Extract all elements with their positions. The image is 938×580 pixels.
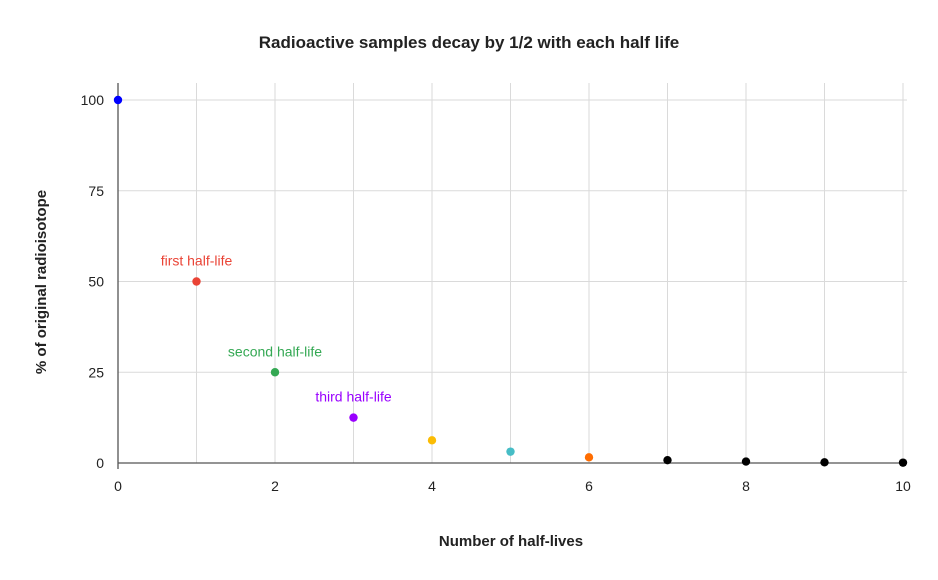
y-tick-label: 75: [88, 183, 104, 199]
data-point: [820, 458, 829, 467]
x-tick-label: 8: [742, 478, 750, 494]
y-axis-title: % of original radioisotope: [33, 190, 50, 374]
data-points: [113, 95, 908, 467]
y-tick-label: 0: [96, 455, 104, 471]
data-point: [113, 95, 123, 105]
data-point: [741, 457, 751, 466]
annotation-label: first half-life: [161, 253, 233, 269]
y-tick-label: 25: [88, 364, 104, 380]
data-point: [349, 413, 358, 422]
grid: [117, 83, 907, 469]
data-point: [663, 455, 672, 465]
data-point: [898, 458, 908, 467]
data-point: [584, 453, 594, 462]
data-point: [427, 436, 437, 445]
data-point: [506, 447, 515, 456]
x-axis-title: Number of half-lives: [439, 533, 583, 550]
annotation-label: third half-life: [315, 389, 391, 405]
y-tick-label: 50: [88, 274, 104, 290]
data-point: [270, 368, 280, 377]
x-tick-label: 0: [114, 478, 122, 494]
x-tick-label: 10: [895, 478, 911, 494]
x-tick-label: 6: [585, 478, 593, 494]
chart-title: Radioactive samples decay by 1/2 with ea…: [259, 33, 679, 52]
x-tick-label: 4: [428, 478, 436, 494]
data-point: [192, 277, 201, 286]
annotations: first half-life second half-life third hal…: [161, 253, 392, 405]
annotation-label: second half-life: [228, 343, 322, 359]
x-tick-label: 2: [271, 478, 279, 494]
y-tick-label: 100: [81, 92, 105, 108]
